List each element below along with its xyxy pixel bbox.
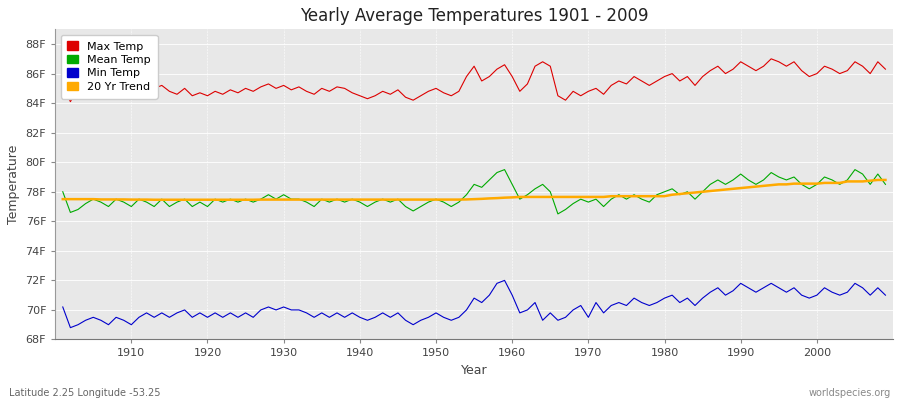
X-axis label: Year: Year: [461, 364, 488, 377]
Text: worldspecies.org: worldspecies.org: [809, 388, 891, 398]
Y-axis label: Temperature: Temperature: [7, 145, 20, 224]
Title: Yearly Average Temperatures 1901 - 2009: Yearly Average Temperatures 1901 - 2009: [300, 7, 648, 25]
Text: Latitude 2.25 Longitude -53.25: Latitude 2.25 Longitude -53.25: [9, 388, 160, 398]
Legend: Max Temp, Mean Temp, Min Temp, 20 Yr Trend: Max Temp, Mean Temp, Min Temp, 20 Yr Tre…: [60, 35, 158, 99]
